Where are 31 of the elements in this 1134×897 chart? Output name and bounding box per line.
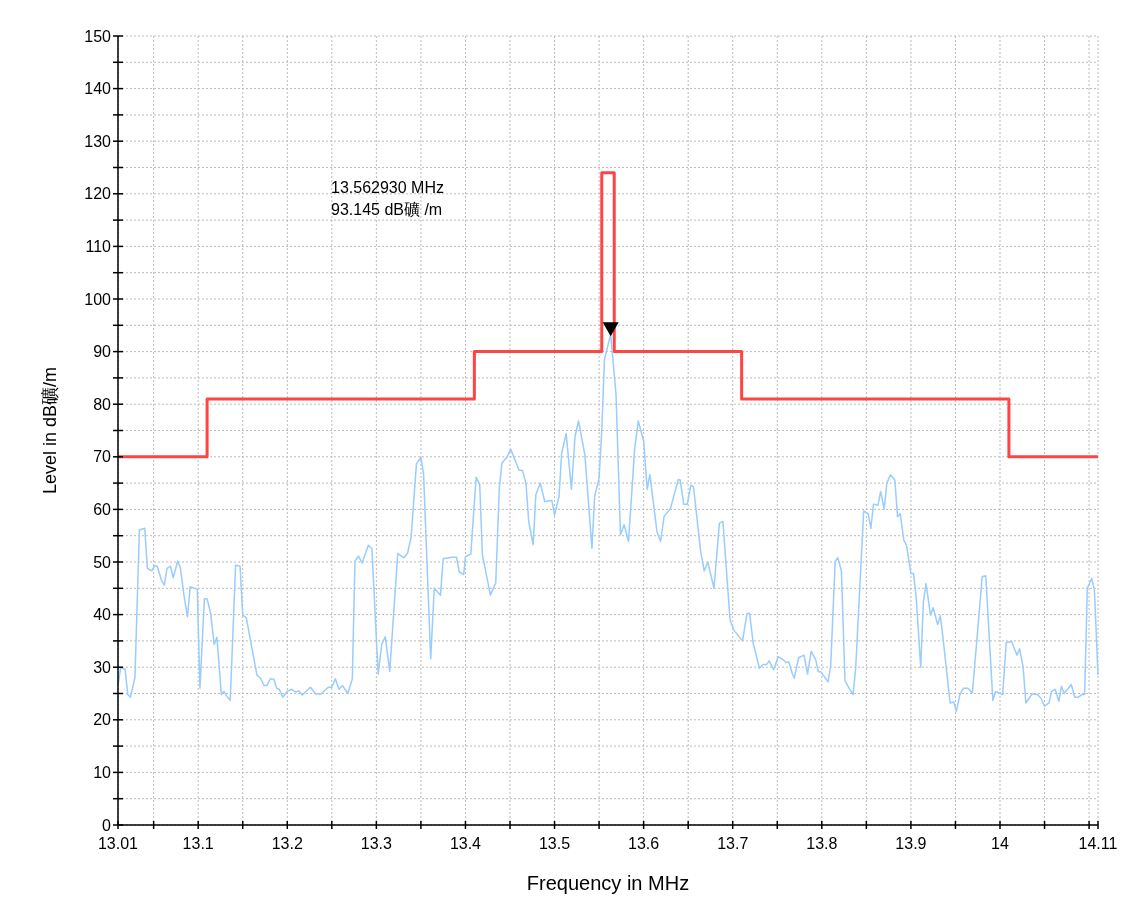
- x-axis-title: Frequency in MHz: [526, 872, 690, 894]
- x-tick-label: 14.11: [1078, 835, 1118, 852]
- y-tick-label: 10: [93, 763, 112, 781]
- x-tick-label: 14: [991, 835, 1009, 852]
- y-tick-label: 80: [93, 395, 112, 413]
- x-tick-label: 13.7: [717, 835, 749, 852]
- y-tick-label: 110: [85, 237, 112, 255]
- y-axis-title: Level in dB礦/m: [40, 366, 60, 495]
- y-tick-label: 70: [93, 448, 112, 466]
- y-tick-label: 20: [93, 711, 112, 729]
- x-tick-label: 13.8: [806, 835, 838, 852]
- x-tick-label: 13.6: [628, 835, 660, 852]
- annotation: 93.145 dB礦 /m: [331, 201, 443, 218]
- x-tick-label: 13.5: [538, 835, 571, 852]
- y-tick-label: 120: [84, 185, 112, 203]
- y-tick-label: 150: [84, 27, 112, 45]
- y-tick-label: 40: [93, 606, 112, 624]
- y-tick-label: 30: [93, 658, 112, 676]
- y-tick-label: 90: [93, 343, 112, 361]
- y-tick-label: 50: [93, 553, 112, 571]
- x-tick-label: 13.1: [182, 835, 214, 852]
- y-tick-label: 100: [84, 290, 112, 308]
- y-tick-label: 130: [84, 132, 112, 150]
- x-tick-label: 13.01: [97, 835, 139, 852]
- x-tick-label: 13.4: [449, 835, 482, 852]
- y-tick-label: 60: [93, 500, 112, 518]
- y-tick-label: 0: [102, 816, 112, 834]
- x-tick-label: 13.9: [895, 835, 927, 852]
- x-tick-label: 13.2: [271, 835, 303, 852]
- x-tick-label: 13.3: [360, 835, 393, 852]
- y-tick-label: 140: [84, 80, 112, 98]
